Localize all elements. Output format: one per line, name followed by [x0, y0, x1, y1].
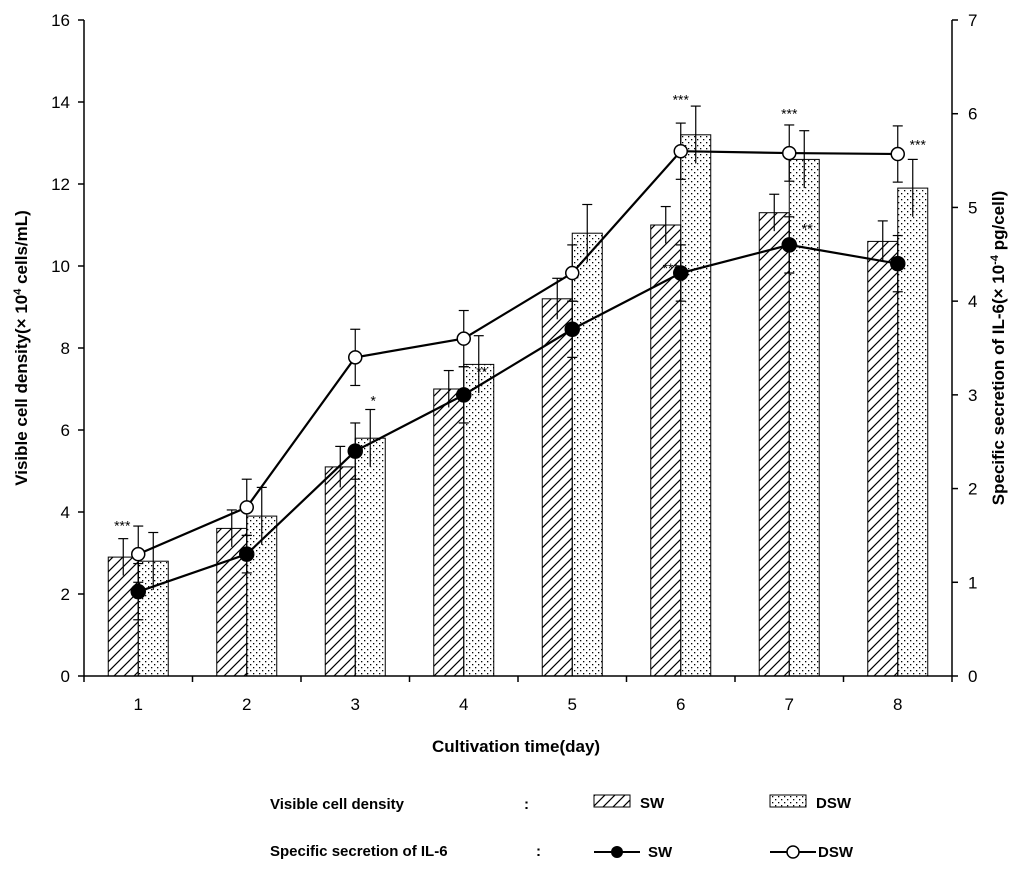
- left-axis-title: Visible cell density(× 104 cells/mL): [12, 210, 31, 486]
- bar-sw: [107, 556, 139, 677]
- point-dsw: [456, 331, 471, 346]
- bar-dsw: [680, 134, 712, 677]
- left-tick-label: 16: [51, 11, 70, 30]
- left-tick-label: 10: [51, 257, 70, 276]
- left-axis-title-end: cells/mL): [12, 210, 31, 288]
- significance-label: ***: [910, 136, 927, 152]
- legend-dsw-dots-swatch: [769, 794, 807, 808]
- x-tick-label: 8: [893, 695, 902, 714]
- right-axis-title-main: Specific secretion of IL-6(× 10: [989, 265, 1008, 505]
- bar-sw: [650, 224, 682, 677]
- point-sw: [130, 583, 146, 600]
- legend-sw-marker: [611, 846, 623, 858]
- significance-label: ***: [663, 260, 680, 276]
- line-sw: [137, 243, 898, 593]
- legend-row2-label: Specific secretion of IL-6: [270, 843, 448, 860]
- point-sw: [347, 443, 363, 459]
- right-tick-label: 6: [968, 105, 977, 124]
- x-tick-label: 5: [568, 695, 577, 714]
- left-axis-title-main: Visible cell density(× 10: [12, 295, 31, 486]
- point-dsw: [239, 500, 254, 515]
- right-tick-label: 2: [968, 480, 977, 499]
- bar-dsw: [354, 437, 386, 677]
- point-dsw: [565, 265, 580, 281]
- bar-sw: [324, 466, 356, 677]
- x-tick-label: 4: [459, 695, 468, 714]
- bar-sw: [541, 298, 573, 677]
- x-tick-label: 1: [134, 695, 143, 714]
- point-dsw: [890, 146, 905, 162]
- legend-sw-line-label: SW: [648, 844, 673, 861]
- left-tick-label: 8: [61, 339, 70, 358]
- point-dsw: [673, 143, 688, 159]
- x-tick-label: 2: [242, 695, 251, 714]
- bar-sw: [758, 212, 790, 677]
- x-tick-label: 6: [676, 695, 685, 714]
- significance-label: *: [371, 392, 377, 408]
- x-axis-title: Cultivation time(day): [432, 737, 600, 756]
- right-axis-title: Specific secretion of IL-6(× 10-4 pg/cel…: [989, 191, 1008, 505]
- right-tick-label: 4: [968, 292, 977, 311]
- line-dsw: [137, 150, 898, 556]
- left-tick-label: 2: [61, 585, 70, 604]
- left-tick-label: 14: [51, 93, 70, 112]
- legend-dsw-marker: [786, 845, 800, 859]
- legend-row2-colon: :: [536, 843, 541, 860]
- right-axis-title-sup: -4: [989, 254, 1001, 265]
- right-tick-label: 1: [968, 573, 977, 592]
- right-tick-label: 5: [968, 198, 977, 217]
- significance-label: ***: [781, 105, 798, 121]
- point-sw: [890, 255, 906, 272]
- legend-row1-colon: :: [524, 796, 529, 813]
- bar-sw: [867, 240, 899, 677]
- significance-label: **: [802, 221, 813, 237]
- point-sw: [673, 265, 689, 281]
- point-dsw: [131, 546, 146, 562]
- left-axis-title-sup: 4: [12, 288, 24, 295]
- right-tick-label: 7: [968, 11, 977, 30]
- bar-dsw: [788, 158, 820, 677]
- right-tick-label: 0: [968, 667, 977, 686]
- legend-dsw-line-label: DSW: [818, 844, 854, 861]
- bar-dsw: [571, 232, 603, 677]
- significance-label: **: [476, 364, 487, 380]
- legend-dsw-bar-label: DSW: [816, 795, 852, 812]
- left-tick-label: 12: [51, 175, 70, 194]
- left-tick-label: 0: [61, 667, 70, 686]
- legend-sw-hatch-swatch: [593, 794, 631, 808]
- x-tick-label: 3: [351, 695, 360, 714]
- legend-row1-label: Visible cell density: [270, 796, 405, 813]
- right-tick-label: 3: [968, 386, 977, 405]
- x-tick-label: 7: [785, 695, 794, 714]
- right-axis-title-end: pg/cell): [989, 191, 1008, 255]
- point-dsw: [782, 145, 797, 161]
- significance-label: ***: [673, 91, 690, 107]
- point-sw: [456, 387, 472, 403]
- legend: Visible cell density : SW DSW Specific s…: [270, 794, 854, 861]
- legend-sw-bar-label: SW: [640, 795, 665, 812]
- left-tick-label: 4: [61, 503, 70, 522]
- bar-dsw: [463, 363, 495, 677]
- significance-label: ***: [114, 517, 131, 533]
- point-sw: [564, 321, 580, 338]
- left-tick-label: 6: [61, 421, 70, 440]
- bar-sw: [433, 388, 465, 677]
- point-sw: [781, 237, 797, 253]
- point-sw: [239, 546, 255, 562]
- point-dsw: [348, 350, 363, 365]
